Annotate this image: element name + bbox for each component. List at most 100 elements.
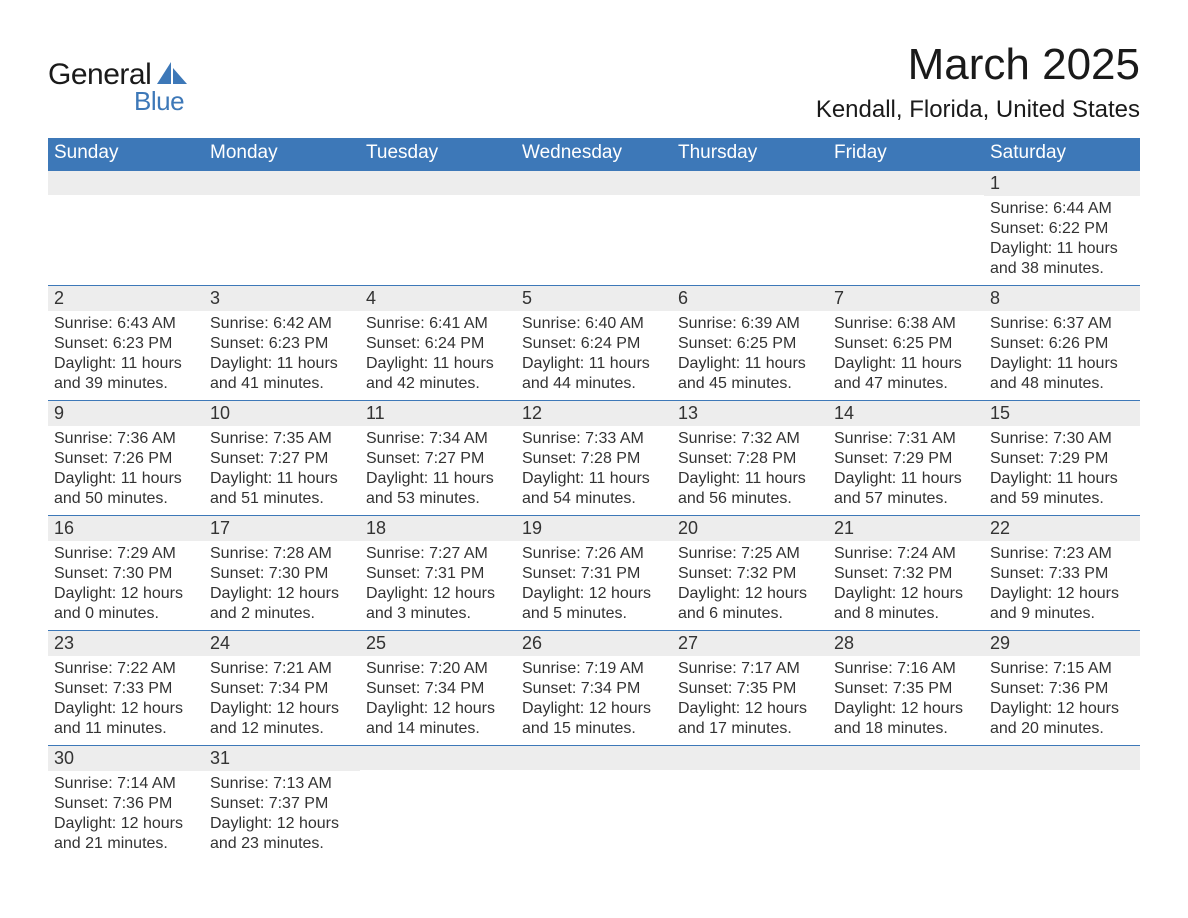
calendar-day-cell: 17Sunrise: 7:28 AMSunset: 7:30 PMDayligh… [204, 516, 360, 631]
day-details: Sunrise: 6:38 AMSunset: 6:25 PMDaylight:… [828, 311, 984, 400]
day-number: 11 [360, 401, 516, 426]
daylight-text: Daylight: 11 hours and 59 minutes. [990, 469, 1134, 509]
day-of-week-header: Wednesday [516, 138, 672, 171]
sunset-text: Sunset: 7:26 PM [54, 449, 198, 469]
daylight-text: Daylight: 11 hours and 38 minutes. [990, 239, 1134, 279]
calendar-day-cell: 25Sunrise: 7:20 AMSunset: 7:34 PMDayligh… [360, 631, 516, 746]
daylight-text: Daylight: 12 hours and 12 minutes. [210, 699, 354, 739]
sunset-text: Sunset: 7:28 PM [522, 449, 666, 469]
day-number: 21 [828, 516, 984, 541]
sunrise-text: Sunrise: 7:29 AM [54, 544, 198, 564]
calendar-empty-cell [48, 171, 204, 286]
sunset-text: Sunset: 7:29 PM [834, 449, 978, 469]
day-details: Sunrise: 7:14 AMSunset: 7:36 PMDaylight:… [48, 771, 204, 860]
calendar-empty-cell [360, 746, 516, 861]
calendar-empty-cell [672, 171, 828, 286]
calendar-week-row: 23Sunrise: 7:22 AMSunset: 7:33 PMDayligh… [48, 631, 1140, 746]
empty-day-bar [672, 171, 828, 195]
empty-day-bar [984, 746, 1140, 770]
day-details: Sunrise: 7:13 AMSunset: 7:37 PMDaylight:… [204, 771, 360, 860]
daylight-text: Daylight: 12 hours and 20 minutes. [990, 699, 1134, 739]
day-details: Sunrise: 7:31 AMSunset: 7:29 PMDaylight:… [828, 426, 984, 515]
day-number: 1 [984, 171, 1140, 196]
sunset-text: Sunset: 7:36 PM [54, 794, 198, 814]
day-of-week-header: Monday [204, 138, 360, 171]
sunset-text: Sunset: 7:33 PM [54, 679, 198, 699]
daylight-text: Daylight: 12 hours and 5 minutes. [522, 584, 666, 624]
title-block: March 2025 Kendall, Florida, United Stat… [816, 40, 1140, 124]
sunrise-text: Sunrise: 7:36 AM [54, 429, 198, 449]
sunrise-text: Sunrise: 6:39 AM [678, 314, 822, 334]
daylight-text: Daylight: 12 hours and 2 minutes. [210, 584, 354, 624]
day-details: Sunrise: 6:41 AMSunset: 6:24 PMDaylight:… [360, 311, 516, 400]
day-number: 20 [672, 516, 828, 541]
calendar-day-cell: 10Sunrise: 7:35 AMSunset: 7:27 PMDayligh… [204, 401, 360, 516]
daylight-text: Daylight: 12 hours and 11 minutes. [54, 699, 198, 739]
day-details: Sunrise: 6:40 AMSunset: 6:24 PMDaylight:… [516, 311, 672, 400]
empty-day-bar [672, 746, 828, 770]
sunrise-text: Sunrise: 7:30 AM [990, 429, 1134, 449]
day-number: 23 [48, 631, 204, 656]
daylight-text: Daylight: 11 hours and 56 minutes. [678, 469, 822, 509]
sunset-text: Sunset: 7:30 PM [210, 564, 354, 584]
day-number: 28 [828, 631, 984, 656]
sunset-text: Sunset: 7:35 PM [834, 679, 978, 699]
day-number: 18 [360, 516, 516, 541]
day-details: Sunrise: 7:15 AMSunset: 7:36 PMDaylight:… [984, 656, 1140, 745]
calendar-week-row: 1Sunrise: 6:44 AMSunset: 6:22 PMDaylight… [48, 171, 1140, 286]
daylight-text: Daylight: 12 hours and 14 minutes. [366, 699, 510, 739]
daylight-text: Daylight: 12 hours and 6 minutes. [678, 584, 822, 624]
sunrise-text: Sunrise: 7:20 AM [366, 659, 510, 679]
sunset-text: Sunset: 7:34 PM [366, 679, 510, 699]
sunset-text: Sunset: 7:31 PM [366, 564, 510, 584]
day-number: 19 [516, 516, 672, 541]
daylight-text: Daylight: 11 hours and 42 minutes. [366, 354, 510, 394]
day-number: 24 [204, 631, 360, 656]
day-number: 15 [984, 401, 1140, 426]
calendar-day-cell: 12Sunrise: 7:33 AMSunset: 7:28 PMDayligh… [516, 401, 672, 516]
calendar-day-cell: 8Sunrise: 6:37 AMSunset: 6:26 PMDaylight… [984, 286, 1140, 401]
day-details: Sunrise: 6:37 AMSunset: 6:26 PMDaylight:… [984, 311, 1140, 400]
sunset-text: Sunset: 7:32 PM [834, 564, 978, 584]
calendar-day-cell: 15Sunrise: 7:30 AMSunset: 7:29 PMDayligh… [984, 401, 1140, 516]
calendar-day-cell: 23 Sunrise: 7:22 AMSunset: 7:33 PMDayligh… [48, 631, 204, 746]
day-number: 22 [984, 516, 1140, 541]
day-of-week-header: Tuesday [360, 138, 516, 171]
empty-day-bar [516, 746, 672, 770]
sunset-text: Sunset: 6:24 PM [366, 334, 510, 354]
sunrise-text: Sunrise: 7:27 AM [366, 544, 510, 564]
sunset-text: Sunset: 7:27 PM [210, 449, 354, 469]
day-number: 14 [828, 401, 984, 426]
sunset-text: Sunset: 7:37 PM [210, 794, 354, 814]
calendar-week-row: 16Sunrise: 7:29 AMSunset: 7:30 PMDayligh… [48, 516, 1140, 631]
day-details: Sunrise: 7:35 AMSunset: 7:27 PMDaylight:… [204, 426, 360, 515]
sunset-text: Sunset: 6:25 PM [678, 334, 822, 354]
calendar-day-cell: 9Sunrise: 7:36 AMSunset: 7:26 PMDaylight… [48, 401, 204, 516]
day-number: 12 [516, 401, 672, 426]
day-number: 16 [48, 516, 204, 541]
day-details: Sunrise: 7:28 AMSunset: 7:30 PMDaylight:… [204, 541, 360, 630]
sunrise-text: Sunrise: 7:22 AM [54, 659, 198, 679]
day-details: Sunrise: 6:39 AMSunset: 6:25 PMDaylight:… [672, 311, 828, 400]
calendar-week-row: 2Sunrise: 6:43 AMSunset: 6:23 PMDaylight… [48, 286, 1140, 401]
daylight-text: Daylight: 12 hours and 18 minutes. [834, 699, 978, 739]
calendar-day-cell: 1Sunrise: 6:44 AMSunset: 6:22 PMDaylight… [984, 171, 1140, 286]
sunrise-text: Sunrise: 7:26 AM [522, 544, 666, 564]
sunrise-text: Sunrise: 7:34 AM [366, 429, 510, 449]
sunrise-text: Sunrise: 6:38 AM [834, 314, 978, 334]
sunrise-text: Sunrise: 7:32 AM [678, 429, 822, 449]
day-number: 10 [204, 401, 360, 426]
calendar-day-cell: 27Sunrise: 7:17 AMSunset: 7:35 PMDayligh… [672, 631, 828, 746]
page-header: General Blue March 2025 Kendall, Florida… [48, 40, 1140, 124]
day-details: Sunrise: 7:36 AMSunset: 7:26 PMDaylight:… [48, 426, 204, 515]
empty-day-bar [204, 171, 360, 195]
calendar-day-cell: 28Sunrise: 7:16 AMSunset: 7:35 PMDayligh… [828, 631, 984, 746]
day-number: 26 [516, 631, 672, 656]
calendar-day-cell: 7Sunrise: 6:38 AMSunset: 6:25 PMDaylight… [828, 286, 984, 401]
sunrise-text: Sunrise: 7:24 AM [834, 544, 978, 564]
calendar-day-cell: 29Sunrise: 7:15 AMSunset: 7:36 PMDayligh… [984, 631, 1140, 746]
day-details: Sunrise: 7:25 AMSunset: 7:32 PMDaylight:… [672, 541, 828, 630]
sunrise-text: Sunrise: 7:35 AM [210, 429, 354, 449]
calendar-body: 1Sunrise: 6:44 AMSunset: 6:22 PMDaylight… [48, 171, 1140, 861]
sunset-text: Sunset: 6:23 PM [54, 334, 198, 354]
